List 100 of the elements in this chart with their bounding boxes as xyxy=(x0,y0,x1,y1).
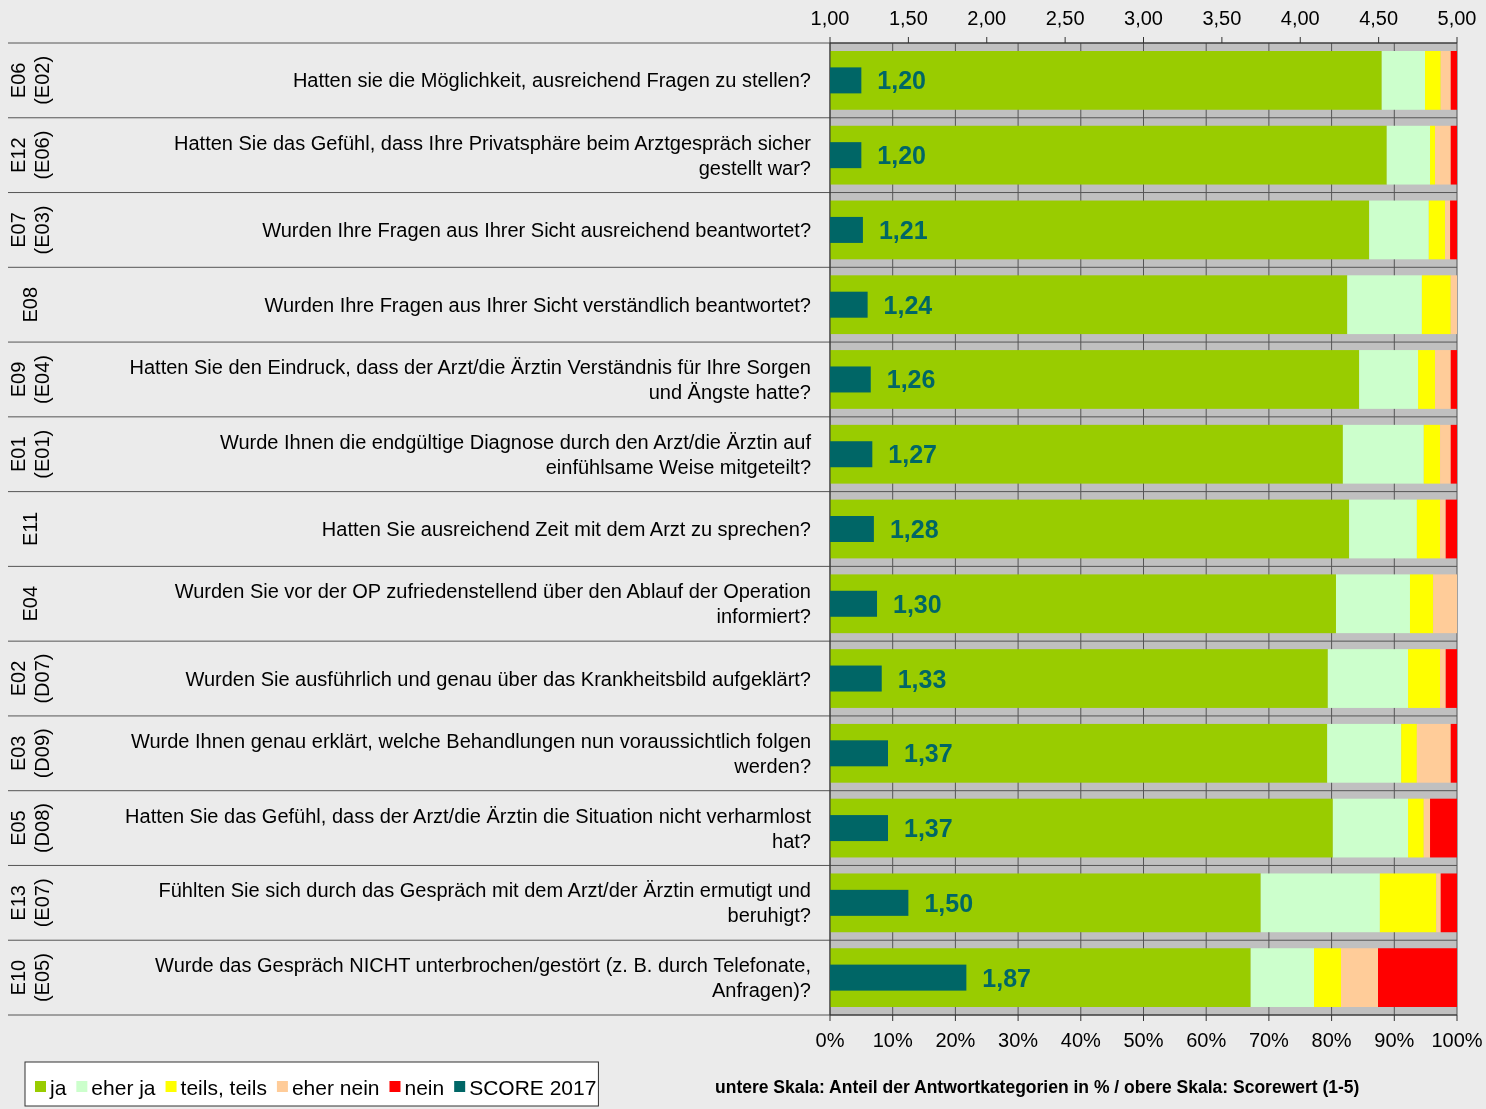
data-label: 1,37 xyxy=(904,739,953,768)
bar xyxy=(1440,649,1446,708)
bar xyxy=(830,798,1333,858)
text: E11 xyxy=(19,511,41,547)
text: E07 (E03) xyxy=(7,205,53,255)
x-tick-label: 2,50 xyxy=(1045,7,1085,29)
data-label: 1,27 xyxy=(888,440,937,469)
data-label: 1,37 xyxy=(904,814,953,843)
bar xyxy=(1379,873,1437,933)
y-tick-label: Wurden Ihre Fragen aus Ihrer Sicht ausreichend beantwortet? xyxy=(262,218,811,241)
bar xyxy=(1450,723,1457,783)
text: E10 (E05) xyxy=(7,953,53,1003)
bar xyxy=(1425,51,1441,110)
y-tick-label: Hatten sie die Möglichkeit, ausreichend Fragen zu stellen? xyxy=(292,69,811,92)
x-tick-label: 1,00 xyxy=(810,7,850,29)
y-tick-label: Wurden Ihre Fragen aus Ihrer Sicht verständlich beantwortet? xyxy=(264,293,811,316)
text: E04 xyxy=(19,585,41,622)
data-label: 1,30 xyxy=(893,589,942,618)
bar xyxy=(1450,200,1457,260)
x-tick-label: 4,50 xyxy=(1359,7,1399,29)
y-tick-label: Hatten Sie ausreichend Zeit mit dem Arzt zu sprechen? xyxy=(321,518,811,540)
data-label: 1,20 xyxy=(877,66,927,95)
text: E09 (E04) xyxy=(7,355,53,404)
bar xyxy=(1445,499,1457,559)
x-tick-label: 80% xyxy=(1311,1029,1352,1051)
bar xyxy=(1327,723,1402,783)
legend-label: ja xyxy=(49,1076,67,1099)
bar xyxy=(1440,51,1451,110)
x-tick-label: 30% xyxy=(998,1029,1039,1051)
legend-label: SCORE 2017 xyxy=(469,1076,597,1099)
legend-label: eher ja xyxy=(91,1076,156,1099)
x-tick-label: 70% xyxy=(1248,1029,1290,1051)
bar xyxy=(830,350,1360,409)
bar xyxy=(1450,275,1457,335)
bar xyxy=(1450,125,1457,185)
bar xyxy=(1341,948,1378,1007)
x-tick-label: 2,00 xyxy=(967,7,1007,29)
bar xyxy=(1450,350,1457,409)
data-label: 1,28 xyxy=(889,515,939,543)
bar xyxy=(1440,499,1446,559)
y-tick-label: Hatten Sie das Gefühl, dass der Arzt/die Ärztin die Situation nicht verharmlost hat? xyxy=(125,804,812,852)
y-tick-label: Wurde Ihnen genau erklärt, welche Behandlungen nun voraussichtlich folgen werden? xyxy=(130,729,811,777)
bar xyxy=(1401,723,1417,783)
bar xyxy=(1430,125,1436,185)
text: E12 (E06) xyxy=(7,130,53,180)
y-tick-label: Wurde das Gespräch NICHT unterbrochen/gestört (z. B. durch Telefonate, Anfragen)? xyxy=(155,954,811,1002)
bar xyxy=(1450,424,1457,484)
text: E01 (E01) xyxy=(7,429,53,479)
bar xyxy=(1314,948,1341,1007)
text: E05 (D08) xyxy=(7,803,53,854)
x-tick-label: 1,50 xyxy=(888,7,928,29)
bar xyxy=(1250,948,1315,1007)
bar xyxy=(1342,424,1424,484)
data-label: 1,24 xyxy=(883,290,933,319)
bar xyxy=(830,275,1348,335)
legend-label: eher nein xyxy=(291,1076,380,1099)
bar xyxy=(1435,125,1451,185)
data-label: 1,20 xyxy=(877,141,927,170)
bar xyxy=(1416,723,1451,783)
bar xyxy=(830,723,1328,783)
bar xyxy=(1327,649,1409,708)
text: E02 (D07) xyxy=(7,653,53,704)
bar xyxy=(1381,51,1426,110)
bar xyxy=(1347,275,1422,335)
bar xyxy=(830,499,1350,559)
x-tick-label: 3,00 xyxy=(1124,7,1163,29)
bar xyxy=(1445,200,1451,260)
data-label: 1,26 xyxy=(886,365,936,394)
bar xyxy=(1435,350,1451,409)
bar xyxy=(1378,948,1457,1007)
x-tick-label: 5,00 xyxy=(1437,7,1477,29)
bar xyxy=(1260,873,1380,933)
bar xyxy=(830,649,1328,708)
bar xyxy=(1436,873,1441,933)
bar xyxy=(1421,275,1451,335)
text: E08 xyxy=(19,286,41,323)
bar xyxy=(1332,798,1409,858)
x-tick-label: 10% xyxy=(872,1029,913,1051)
x-tick-label: 50% xyxy=(1123,1029,1164,1051)
bar xyxy=(830,200,1370,260)
y-tick-label: Wurde Ihnen die endgültige Diagnose durch den Arzt/die Ärztin auf einfühlsame Weise mitgeteilt? xyxy=(219,430,812,478)
bar xyxy=(830,51,1382,110)
bar xyxy=(1409,574,1434,634)
y-tick-label: Fühlten Sie sich durch das Gespräch mit dem Arzt/der Ärztin ermutigt und beruhigt? xyxy=(158,879,811,927)
bar xyxy=(830,574,1336,634)
bar xyxy=(1359,350,1419,409)
data-label: 1,21 xyxy=(878,215,928,244)
legend-label: nein xyxy=(404,1076,445,1099)
x-tick-label: 0% xyxy=(815,1029,845,1051)
bar xyxy=(1423,798,1431,858)
bar xyxy=(1428,200,1446,260)
y-tick-label: Hatten Sie das Gefühl, dass Ihre Privatsphäre beim Arztgespräch sicher gestellt war? xyxy=(174,131,812,179)
bar xyxy=(830,125,1387,185)
y-tick-label: Wurden Sie ausführlich und genau über das Krankheitsbild aufgeklärt? xyxy=(185,667,811,690)
data-label: 1,50 xyxy=(924,888,974,917)
bar xyxy=(1335,574,1410,634)
bar xyxy=(1445,649,1457,708)
bar xyxy=(1440,873,1457,933)
bar xyxy=(1418,350,1436,409)
data-label: 1,33 xyxy=(897,664,947,693)
